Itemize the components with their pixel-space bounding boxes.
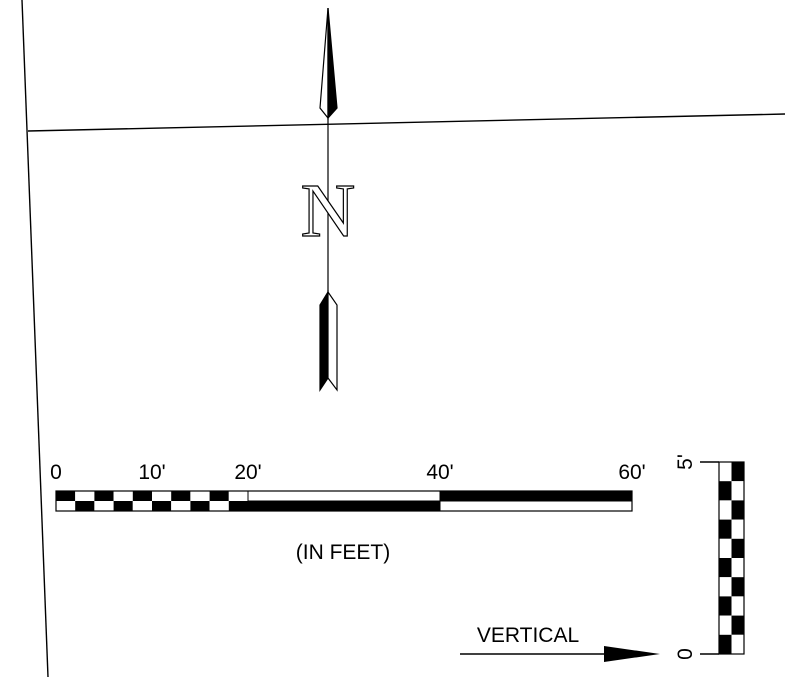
north-letter: N bbox=[301, 169, 356, 253]
scale-checker-cell bbox=[171, 491, 191, 501]
vertical-arrow-head bbox=[604, 646, 660, 662]
north-arrow-tail-left bbox=[319, 289, 329, 392]
scale-tick-label: 20' bbox=[234, 461, 261, 484]
vertical-scale-checker-cell bbox=[719, 615, 732, 635]
scale-unit-caption: (IN FEET) bbox=[296, 541, 391, 564]
scale-checker-cell bbox=[209, 501, 229, 511]
vertical-scale-checker-cell bbox=[731, 615, 744, 635]
horizontal-scale-outline bbox=[55, 490, 633, 512]
vertical-scale-checker-cell bbox=[719, 596, 732, 616]
vertical-scale-checker-cell bbox=[719, 481, 732, 501]
scale-checker-cell bbox=[190, 491, 210, 501]
scale-checker-cell bbox=[75, 491, 95, 501]
vertical-scale-checker bbox=[719, 462, 744, 654]
scale-checker-cell bbox=[132, 491, 152, 501]
vertical-scale-checker-cell bbox=[719, 519, 732, 539]
vertical-scale-checker-cell bbox=[719, 538, 732, 558]
vertical-caption: VERTICAL bbox=[477, 624, 579, 647]
vertical-scale-checker-cell bbox=[731, 538, 744, 558]
vertical-scale-checker-cell bbox=[719, 577, 732, 597]
vertical-scale-checker-cell bbox=[731, 481, 744, 501]
boundary-line-north bbox=[27, 113, 785, 132]
horizontal-scale: 0 10' 20' 40' 60' (IN FEET) bbox=[50, 461, 646, 564]
scale-checker-cell bbox=[56, 491, 76, 501]
vertical-scale-checker-cell bbox=[731, 634, 744, 654]
vertical-pointer: VERTICAL bbox=[460, 624, 660, 662]
scale-segment-40-60-top bbox=[440, 491, 632, 501]
scale-checker-cell bbox=[152, 501, 172, 511]
vertical-scale-checker-cell bbox=[731, 577, 744, 597]
scale-checker-cell bbox=[132, 501, 152, 511]
vertical-scale-checker-cell bbox=[731, 519, 744, 539]
scale-checker-cell bbox=[190, 501, 210, 511]
scale-tick-label: 10' bbox=[138, 461, 165, 484]
scale-checker-cell bbox=[113, 501, 133, 511]
scale-checker-cell bbox=[152, 491, 172, 501]
scale-segment-40-60-bottom bbox=[439, 500, 633, 512]
scale-tick-label: 60' bbox=[618, 461, 645, 484]
boundary-line-west bbox=[21, 0, 49, 677]
vertical-scale-top-label: 5' bbox=[674, 454, 697, 470]
scale-checker-cell bbox=[94, 501, 114, 511]
scale-tick-label: 40' bbox=[426, 461, 453, 484]
vertical-scale-outline bbox=[718, 461, 745, 655]
vertical-scale-checker-cell bbox=[731, 596, 744, 616]
scale-checker-cell bbox=[228, 491, 248, 501]
vertical-scale: 5' 0 bbox=[674, 454, 745, 660]
scale-tick-label: 0 bbox=[50, 461, 62, 484]
vertical-scale-checker-cell bbox=[719, 558, 732, 578]
scale-checker-cell bbox=[56, 501, 76, 511]
scale-checker-cell bbox=[228, 501, 248, 511]
scale-segment-20-40-top bbox=[247, 490, 441, 502]
north-arrow-head-left bbox=[319, 7, 329, 120]
scale-checker-cell bbox=[94, 491, 114, 501]
vertical-scale-bottom-label: 0 bbox=[674, 648, 697, 660]
scale-checker-cell bbox=[113, 491, 133, 501]
vertical-scale-checker-cell bbox=[731, 558, 744, 578]
vertical-scale-checker-cell bbox=[719, 500, 732, 520]
north-arrow: N bbox=[300, 7, 356, 392]
vertical-scale-checker-cell bbox=[731, 462, 744, 482]
vertical-scale-checker-cell bbox=[719, 634, 732, 654]
vertical-scale-checker-cell bbox=[719, 462, 732, 482]
scale-segment-20-40-bottom bbox=[248, 501, 440, 511]
horizontal-scale-checker bbox=[56, 491, 248, 511]
scale-checker-cell bbox=[209, 491, 229, 501]
north-arrow-tail-right bbox=[327, 290, 338, 392]
north-arrow-head-right bbox=[327, 7, 338, 120]
scale-checker-cell bbox=[171, 501, 191, 511]
scale-checker-cell bbox=[75, 501, 95, 511]
vertical-scale-checker-cell bbox=[731, 500, 744, 520]
